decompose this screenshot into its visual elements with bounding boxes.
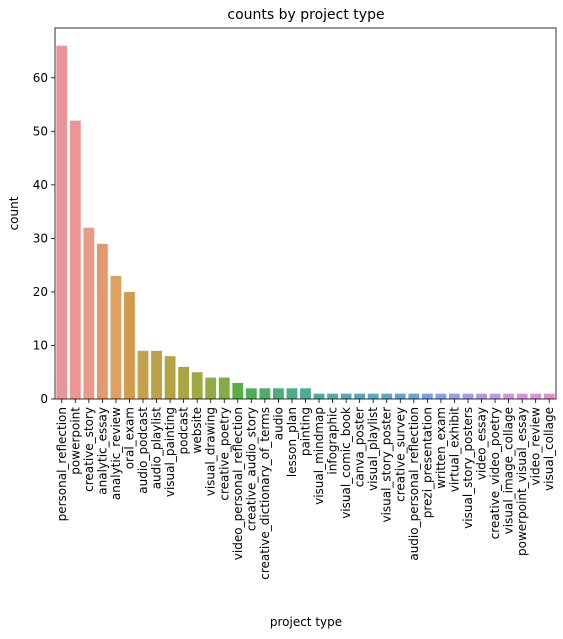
x-tick-label: visual_story_poster	[380, 407, 394, 523]
x-tick-label: creative_poetry	[217, 407, 231, 501]
bar-website	[191, 372, 203, 399]
bar-creative_poetry	[218, 377, 230, 399]
bar-audio_podcast	[137, 350, 149, 399]
y-tick-label: 20	[33, 285, 48, 299]
bar-analytic_essay	[96, 243, 108, 399]
x-tick-label: creative_story	[82, 407, 96, 492]
bar-creative_story	[83, 227, 95, 399]
x-tick-label: oral_exam	[122, 407, 136, 469]
bar-oral_exam	[124, 291, 135, 399]
bar-creative_dictionary_of_terms	[259, 388, 271, 399]
bar-creative_survey	[394, 393, 406, 399]
bar-analytic_review	[110, 275, 122, 399]
x-tick-label: visual_playlist	[366, 407, 380, 491]
x-tick-label: prezi_presentation	[420, 407, 434, 518]
bar-virtual_exhibit	[449, 393, 460, 399]
x-tick-label: powerpoint_visual_essay	[515, 407, 529, 556]
x-tick-label: website	[190, 407, 204, 454]
bar-written_exam	[435, 393, 447, 399]
x-tick-label: video_essay	[475, 407, 489, 480]
x-ticks-group: personal_reflection powerpoint creative_st…	[55, 399, 556, 580]
x-tick-label: audio_playlist	[150, 407, 164, 490]
x-tick-label: audio_podcast	[136, 407, 150, 494]
y-ticks-group: 0 10 20 30 40 50 60	[33, 71, 55, 406]
x-tick-label: audio	[271, 407, 285, 440]
y-tick-label: 30	[33, 231, 48, 245]
x-tick-label: creative_dictionary_of_terms	[258, 407, 272, 580]
x-tick-label: video_review	[529, 407, 543, 486]
bar-lesson_plan	[286, 388, 298, 399]
bar-visual_story_poster	[381, 393, 393, 399]
y-tick-label: 40	[33, 178, 48, 192]
bar-personal_reflection	[56, 45, 68, 400]
x-tick-label: painting	[299, 407, 313, 456]
y-tick-label: 60	[33, 71, 48, 85]
bar-audio_playlist	[151, 350, 162, 399]
bar-visual_comic_book	[340, 393, 352, 399]
bar-visual_collage	[543, 393, 555, 399]
x-tick-label: visual_comic_book	[339, 407, 353, 519]
bar-visual_story_posters	[462, 393, 474, 399]
x-tick-label: creative_video_poetry	[488, 407, 502, 539]
bar-visual_drawing	[205, 377, 217, 399]
x-tick-label: visual_mindmap	[312, 407, 326, 505]
bar-visual_playlist	[367, 393, 379, 399]
bar-canva_poster	[354, 393, 366, 399]
bar-podcast	[178, 366, 190, 399]
x-axis-label: project type	[270, 615, 342, 629]
x-tick-label: visual_image_collage	[502, 407, 516, 534]
x-tick-label: visual_painting	[163, 407, 177, 497]
x-tick-label: visual_drawing	[204, 407, 218, 496]
x-tick-label: visual_story_posters	[461, 407, 475, 529]
x-tick-label: analytic_essay	[95, 407, 109, 495]
y-tick-label: 0	[40, 392, 48, 406]
bar-creative_video_poetry	[489, 393, 501, 399]
x-tick-label: written_exam	[434, 407, 448, 489]
bar-audio	[273, 388, 284, 399]
x-tick-label: creative_survey	[393, 407, 407, 502]
x-tick-label: visual_collage	[542, 407, 556, 491]
bar-video_review	[530, 393, 542, 399]
x-tick-label: personal_reflection	[55, 407, 69, 521]
x-tick-label: powerpoint	[68, 407, 82, 475]
bar-powerpoint_visual_essay	[516, 393, 528, 399]
x-tick-label: analytic_review	[109, 407, 123, 500]
chart-title: counts by project type	[227, 7, 384, 23]
bar-infographic	[327, 393, 338, 399]
x-tick-label: virtual_exhibit	[447, 407, 461, 493]
x-tick-label: creative_audio_story	[244, 407, 258, 531]
y-tick-label: 10	[33, 338, 48, 352]
bar-powerpoint	[69, 120, 81, 400]
bars-group	[56, 45, 555, 400]
x-tick-label: canva_poster	[353, 407, 367, 487]
bar-visual_image_collage	[503, 393, 515, 399]
bar-video_personal_reflection	[232, 382, 244, 399]
bar-prezi_presentation	[421, 393, 433, 399]
bar-visual_painting	[164, 356, 176, 399]
y-axis-label: count	[7, 196, 21, 230]
bar-visual_mindmap	[313, 393, 325, 399]
x-tick-label: lesson_plan	[285, 407, 299, 477]
x-tick-label: infographic	[326, 407, 340, 475]
bar-audio_personal_reflection	[408, 393, 420, 399]
x-tick-label: audio_personal_reflection	[407, 407, 421, 561]
y-tick-label: 50	[33, 124, 48, 138]
bar-painting	[300, 388, 311, 399]
bar-creative_audio_story	[245, 388, 257, 399]
bar-video_essay	[476, 393, 487, 399]
x-tick-label: podcast	[177, 407, 191, 455]
x-tick-label: video_personal_reflection	[231, 407, 245, 560]
